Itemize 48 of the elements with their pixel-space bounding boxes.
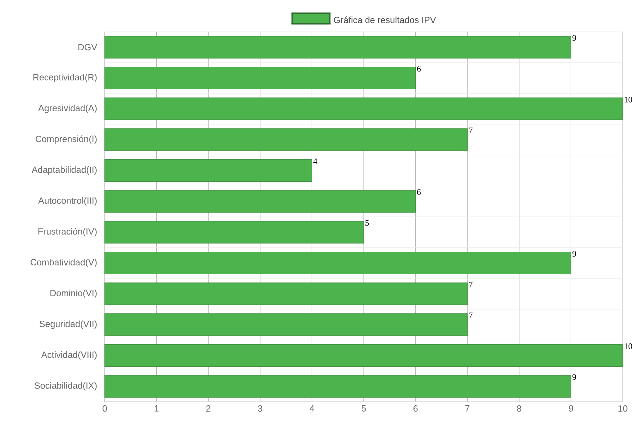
data-label: 7 bbox=[469, 312, 473, 318]
data-label: 5 bbox=[366, 220, 370, 226]
y-tick-label: Receptividad(R) bbox=[34, 74, 97, 82]
data-label: 10 bbox=[624, 344, 632, 350]
bar bbox=[104, 128, 468, 152]
bar bbox=[104, 252, 572, 275]
x-tick-label: 10 bbox=[618, 406, 628, 412]
bar bbox=[104, 190, 416, 213]
y-tick-label: Comprensión(I) bbox=[36, 136, 97, 144]
data-label: 7 bbox=[469, 282, 473, 288]
series-label: Gráfica de resultados IPV bbox=[334, 16, 436, 24]
x-tick-label: 1 bbox=[154, 406, 159, 412]
x-tick-label: 9 bbox=[569, 406, 574, 412]
bar bbox=[104, 159, 313, 182]
x-tick-label: 5 bbox=[362, 406, 366, 412]
data-label: 9 bbox=[572, 374, 576, 380]
y-tick-label: Dominio(VI) bbox=[50, 290, 97, 298]
x-tick-label: 0 bbox=[102, 406, 108, 412]
data-label: 7 bbox=[469, 128, 473, 134]
y-tick-label: Autocontrol(III) bbox=[38, 197, 97, 206]
bar bbox=[104, 221, 364, 244]
y-tick-label: Seguridad(VII) bbox=[40, 320, 97, 330]
bar bbox=[104, 314, 468, 336]
x-tick-label: 8 bbox=[517, 406, 522, 412]
y-tick-label: Sociabilidad(IX) bbox=[34, 382, 97, 391]
y-tick-label: Actividad(VIII) bbox=[41, 352, 97, 360]
data-label: 4 bbox=[314, 158, 318, 164]
bar bbox=[104, 36, 572, 59]
bar bbox=[104, 98, 624, 120]
data-label: 6 bbox=[417, 66, 422, 72]
y-tick-label: Agresividad(A) bbox=[38, 104, 97, 114]
data-label: 9 bbox=[572, 251, 576, 257]
bar bbox=[104, 375, 572, 398]
bar bbox=[104, 66, 416, 90]
x-tick-label: 7 bbox=[466, 406, 470, 412]
bar bbox=[104, 282, 468, 306]
y-tick-label: Combatividad(V) bbox=[30, 259, 97, 268]
y-tick-label: Adaptabilidad(II) bbox=[32, 166, 97, 175]
data-label: 10 bbox=[624, 96, 632, 103]
y-tick-label: DGV bbox=[78, 44, 98, 51]
y-tick-label: Frustración(IV) bbox=[38, 228, 97, 237]
data-label: 9 bbox=[572, 35, 576, 42]
x-tick-label: 4 bbox=[310, 406, 314, 412]
data-label: 6 bbox=[417, 189, 422, 196]
bar bbox=[104, 344, 624, 368]
x-tick-label: 3 bbox=[258, 406, 263, 412]
x-tick-label: 2 bbox=[206, 406, 211, 412]
x-tick-label: 6 bbox=[414, 406, 418, 412]
